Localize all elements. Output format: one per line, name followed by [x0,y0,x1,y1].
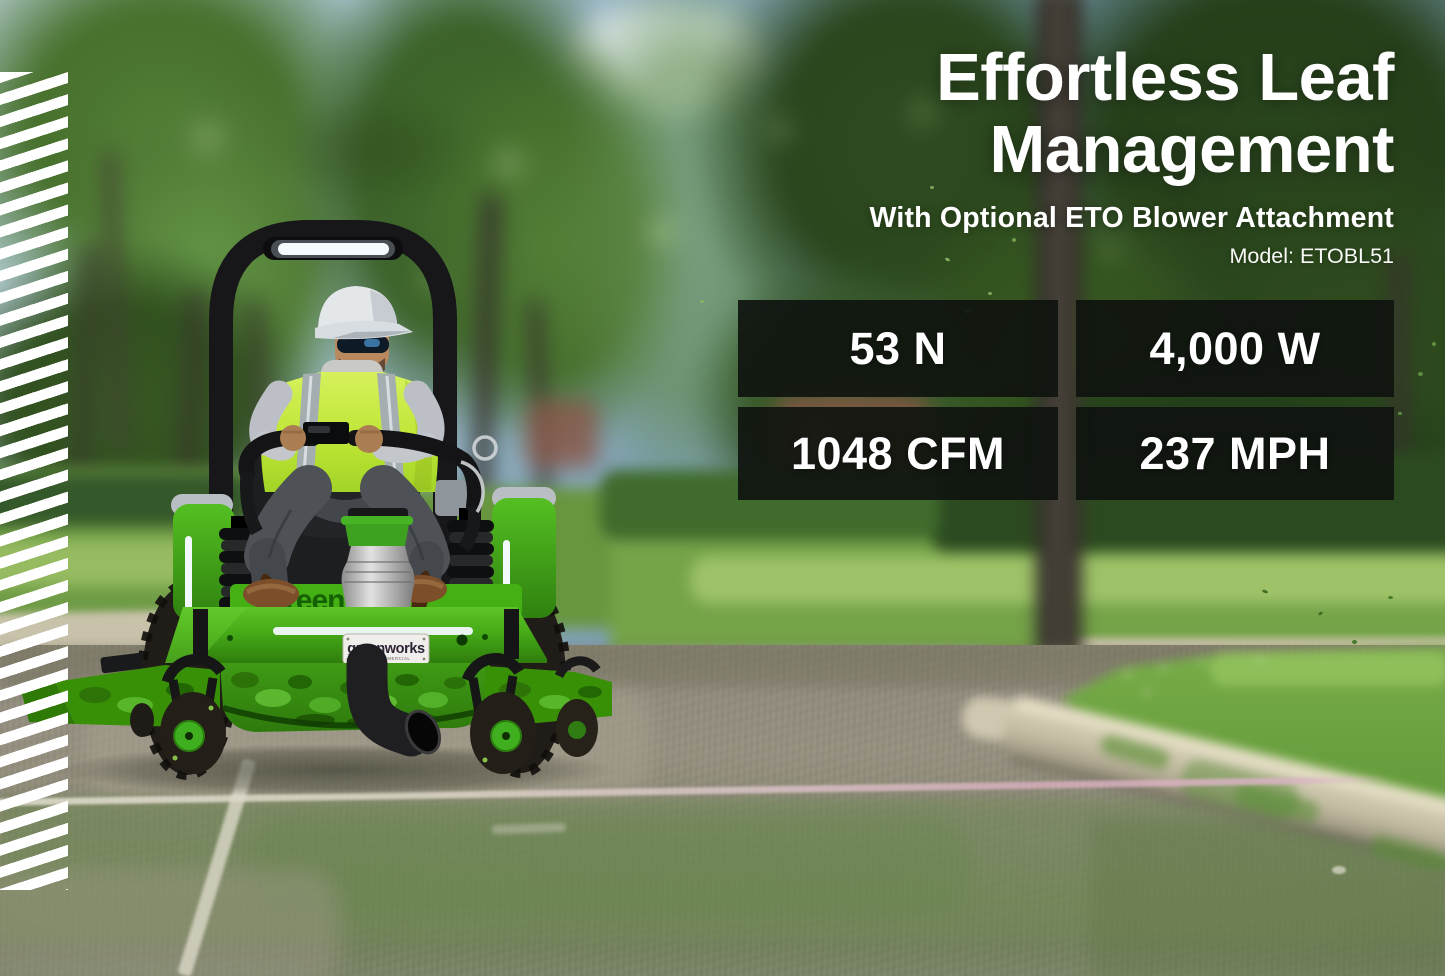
clover-flower [1258,657,1262,661]
deck-vent [456,634,468,646]
clover-flower [1144,690,1149,694]
grass-debris-speck [905,212,909,216]
model-number: Model: ETOBL51 [1229,244,1394,268]
cap-brim-underside [333,331,411,339]
bokeh-highlight [180,110,235,165]
grass-debris-speck [1388,596,1393,599]
battery-pack [435,480,467,516]
cable-loop [472,435,498,461]
bokeh-highlight [760,110,800,150]
bokeh-highlight [900,90,946,136]
grass-debris-speck [988,292,992,295]
page-title-line-2: Management [989,112,1394,187]
bokeh-highlight [640,210,684,254]
asphalt-grass-stain [0,798,1445,943]
stat-box-thrust: 53 N [738,300,1058,397]
mower-and-rider: greenworks [21,220,613,796]
page-title-line-1: Effortless Leaf [936,40,1394,115]
clover-flower [1200,660,1204,664]
clover-flower [1125,672,1130,676]
rops-led-light [278,243,389,255]
stat-value-air-speed: 237 MPH [1139,427,1331,479]
grass-debris-speck [1418,372,1423,376]
headline-block: Effortless Leaf Management With Optional… [494,42,1394,269]
bokeh-highlight [485,140,533,188]
deck-led-strip [273,627,473,635]
building-blur [526,400,598,468]
phone-screen [308,426,330,433]
badge-sub-text: COMMERCIAL [376,656,411,661]
tree-foliage-blob [280,90,480,210]
grass-debris-speck [1398,412,1402,415]
caster-wheel-far-right [554,656,601,757]
stat-value-power: 4,000 W [1149,322,1321,374]
caster-wheel-right [461,653,536,774]
stat-box-air-speed: 237 MPH [1076,407,1394,500]
caster-wheel-left [160,653,226,774]
grass-debris-speck [930,186,934,189]
grass-debris-speck [700,300,704,303]
duct-outlet [404,709,442,755]
stat-value-air-volume: 1048 CFM [790,427,1006,479]
blower-cap [341,516,413,525]
stat-box-air-volume: 1048 CFM [738,407,1058,500]
asphalt-grass-stain [250,815,970,915]
sunglasses-glint [364,339,380,347]
subtitle: With Optional ETO Blower Attachment [869,202,1394,234]
left-edge-bumper [130,703,154,737]
clover-flower [1160,666,1165,670]
bokeh-highlight [1090,230,1130,270]
rops-bar [209,220,457,645]
diagonal-stripes-decoration [0,72,68,890]
left-fender-led [185,536,192,610]
lap-bars [238,422,498,552]
island-grass-streak [1210,652,1445,686]
control-cable [460,460,485,513]
lever-post-right [504,609,519,659]
stat-value-thrust: 53 N [849,322,947,374]
stat-box-power: 4,000 W [1076,300,1394,397]
grass-debris-speck [1432,342,1436,346]
grass-debris-speck [1012,238,1016,242]
pavement-debris [1332,866,1346,874]
lever-post-left [193,609,208,661]
blower-duct [346,643,442,757]
grass-debris-speck [1352,640,1357,644]
